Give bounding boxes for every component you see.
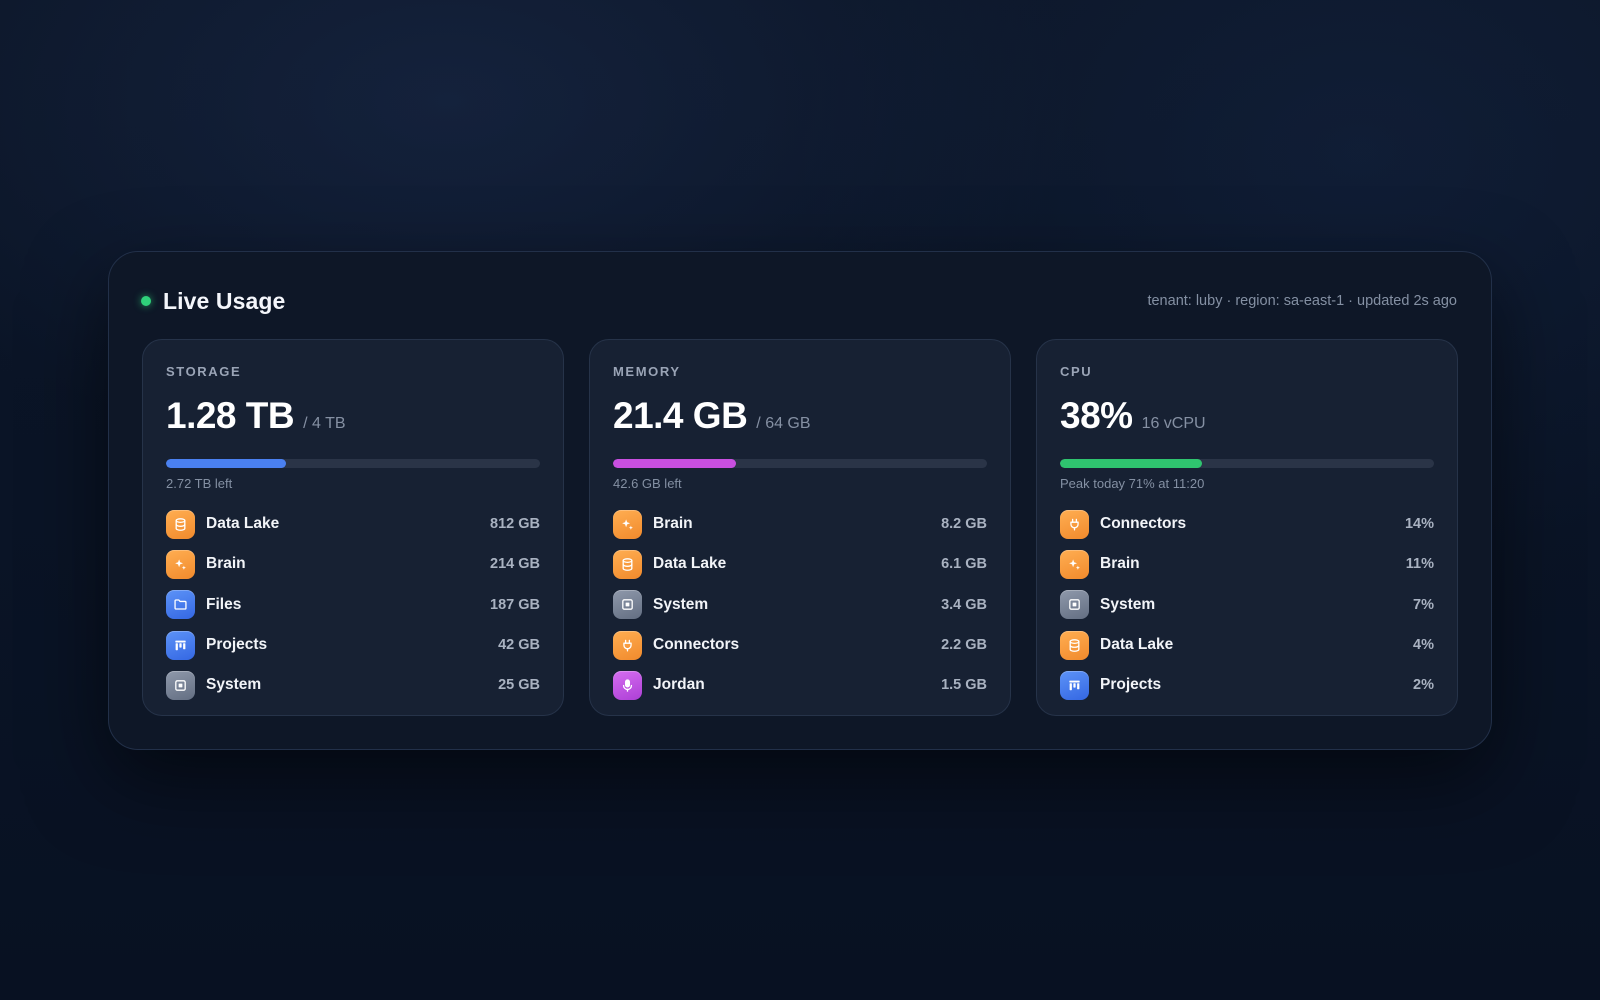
list-item[interactable]: System 3.4 GB [613, 585, 987, 625]
live-usage-panel: Live Usage tenant: luby · region: sa-eas… [108, 251, 1492, 750]
usage-progress-fill [166, 459, 286, 468]
usage-progress-bar [1060, 459, 1434, 468]
usage-note: Peak today 71% at 11:20 [1060, 476, 1205, 491]
item-value: 2.2 GB [941, 637, 987, 654]
list-item[interactable]: Connectors 2.2 GB [613, 625, 987, 665]
item-name: Files [206, 595, 242, 613]
item-value: 8.2 GB [941, 516, 987, 533]
usage-progress-fill [1060, 459, 1203, 468]
item-name: Data Lake [206, 515, 280, 533]
usage-progress-fill [613, 459, 737, 468]
item-value: 1.5 GB [941, 677, 987, 694]
card-label: MEMORY [613, 364, 681, 379]
breakdown-list: Brain 8.2 GB Data Lake 6.1 GB System 3.4… [613, 504, 987, 705]
card-metric: 38% 16 vCPU [1060, 395, 1434, 437]
list-item[interactable]: System 7% [1060, 585, 1434, 625]
kanban-icon [166, 630, 195, 660]
database-icon [166, 509, 195, 539]
list-item[interactable]: Projects 2% [1060, 665, 1434, 705]
metric-capacity: / 64 GB [756, 415, 811, 432]
item-value: 214 GB [490, 556, 540, 573]
sparkle-icon [613, 509, 642, 539]
list-item[interactable]: Jordan 1.5 GB [613, 665, 987, 705]
tenant-meta: tenant: luby · region: sa-east-1 · updat… [1147, 293, 1457, 309]
breakdown-list: Connectors 14% Brain 11% System 7% Data … [1060, 504, 1434, 705]
item-name: Projects [206, 636, 268, 654]
item-name: Jordan [653, 676, 705, 694]
item-name: Data Lake [653, 555, 727, 573]
item-value: 812 GB [490, 516, 540, 533]
item-value: 14% [1404, 516, 1434, 533]
item-value: 11% [1405, 556, 1434, 573]
list-item[interactable]: Connectors 14% [1060, 504, 1434, 544]
item-name: System [206, 676, 262, 694]
sparkle-icon [166, 549, 195, 579]
live-status-dot [141, 296, 151, 306]
sparkle-icon [1060, 549, 1089, 579]
item-value: 3.4 GB [941, 596, 987, 613]
database-icon [1060, 630, 1089, 660]
item-name: Brain [653, 515, 693, 533]
metric-value: 38% [1060, 395, 1133, 436]
usage-progress-bar [613, 459, 987, 468]
card-label: CPU [1060, 364, 1093, 379]
usage-note: 42.6 GB left [613, 476, 682, 491]
memory-card: MEMORY 21.4 GB / 64 GB 42.6 GB left Brai… [589, 339, 1011, 716]
folder-icon [166, 590, 195, 620]
breakdown-list: Data Lake 812 GB Brain 214 GB Files 187 … [166, 504, 540, 705]
cpu-card: CPU 38% 16 vCPU Peak today 71% at 11:20 … [1036, 339, 1458, 716]
plug-icon [1060, 509, 1089, 539]
item-name: Connectors [653, 636, 740, 654]
metric-capacity: / 4 TB [303, 415, 346, 432]
list-item[interactable]: Brain 11% [1060, 544, 1434, 584]
microphone-icon [613, 670, 642, 700]
list-item[interactable]: System 25 GB [166, 665, 540, 705]
item-value: 7% [1413, 596, 1434, 613]
card-label: STORAGE [166, 364, 242, 379]
chip-icon [613, 590, 642, 620]
item-value: 25 GB [498, 677, 540, 694]
usage-cards: STORAGE 1.28 TB / 4 TB 2.72 TB left Data… [142, 339, 1458, 716]
panel-title: Live Usage [163, 287, 286, 314]
list-item[interactable]: Brain 214 GB [166, 544, 540, 584]
metric-value: 21.4 GB [613, 395, 748, 436]
item-name: Brain [1100, 555, 1140, 573]
storage-card: STORAGE 1.28 TB / 4 TB 2.72 TB left Data… [142, 339, 564, 716]
list-item[interactable]: Data Lake 812 GB [166, 504, 540, 544]
item-value: 4% [1413, 637, 1434, 654]
plug-icon [613, 630, 642, 660]
item-value: 6.1 GB [941, 556, 987, 573]
usage-note: 2.72 TB left [166, 476, 233, 491]
list-item[interactable]: Brain 8.2 GB [613, 504, 987, 544]
chip-icon [166, 670, 195, 700]
item-name: Brain [206, 555, 246, 573]
kanban-icon [1060, 670, 1089, 700]
list-item[interactable]: Projects 42 GB [166, 625, 540, 665]
list-item[interactable]: Data Lake 4% [1060, 625, 1434, 665]
item-name: Projects [1100, 676, 1162, 694]
card-metric: 1.28 TB / 4 TB [166, 395, 540, 437]
item-value: 42 GB [498, 637, 540, 654]
item-name: Connectors [1100, 515, 1187, 533]
item-name: Data Lake [1100, 636, 1174, 654]
title-group: Live Usage [141, 288, 285, 315]
database-icon [613, 549, 642, 579]
list-item[interactable]: Files 187 GB [166, 585, 540, 625]
list-item[interactable]: Data Lake 6.1 GB [613, 544, 987, 584]
card-metric: 21.4 GB / 64 GB [613, 395, 987, 437]
metric-capacity: 16 vCPU [1141, 415, 1206, 432]
chip-icon [1060, 590, 1089, 620]
metric-value: 1.28 TB [166, 395, 295, 436]
item-value: 187 GB [490, 596, 540, 613]
item-value: 2% [1413, 677, 1434, 694]
usage-progress-bar [166, 459, 540, 468]
item-name: System [653, 595, 709, 613]
panel-header: Live Usage tenant: luby · region: sa-eas… [141, 278, 1457, 324]
item-name: System [1100, 595, 1156, 613]
